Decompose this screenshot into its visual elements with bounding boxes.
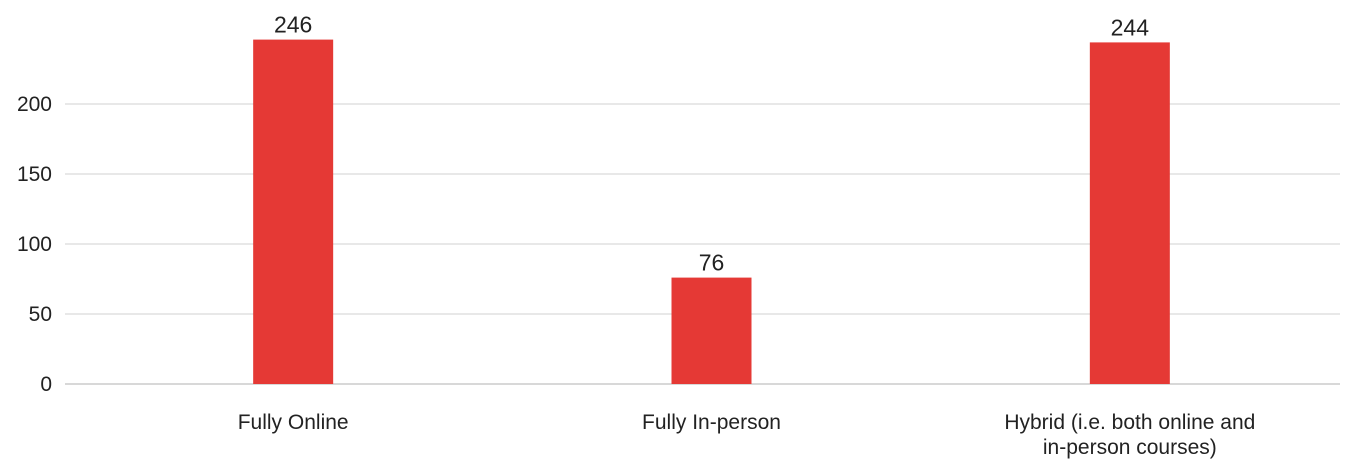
data-label: 246: [274, 12, 312, 38]
category-label: Fully Online: [238, 411, 349, 434]
bars: [253, 39, 1170, 385]
data-labels: 246 76 244: [274, 12, 1149, 276]
bar: [671, 277, 752, 384]
bar: [1089, 42, 1170, 385]
bar: [253, 39, 334, 384]
y-tick-label: 0: [40, 373, 52, 396]
y-tick-label: 200: [17, 93, 52, 116]
data-label: 244: [1111, 14, 1150, 40]
y-axis-ticks: 0 50 100 150 200: [17, 93, 52, 396]
data-label: 76: [699, 250, 725, 276]
category-label: in-person courses): [1043, 436, 1217, 459]
y-tick-label: 50: [29, 303, 52, 326]
category-label: Fully In-person: [642, 411, 781, 434]
x-axis-categories: Fully Online Fully In-person Hybrid (i.e. …: [238, 411, 1256, 459]
y-tick-label: 150: [17, 163, 52, 186]
category-label: Hybrid (i.e. both online and: [1004, 411, 1255, 434]
y-tick-label: 100: [17, 233, 52, 256]
